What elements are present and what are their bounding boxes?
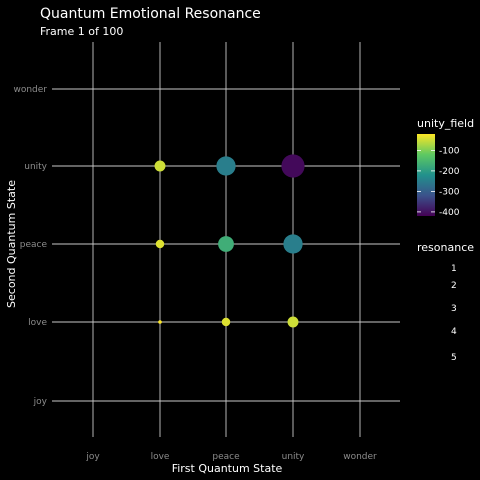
data-point-love-love <box>158 320 162 324</box>
color-tick-label: -400 <box>439 208 460 218</box>
data-points <box>154 154 305 328</box>
x-tick-label: wonder <box>343 452 377 462</box>
chart-title: Quantum Emotional Resonance <box>40 6 261 22</box>
color-legend-title: unity_field <box>417 117 474 130</box>
data-point-peace-peace <box>218 236 234 252</box>
data-point-love-unity <box>154 160 166 172</box>
y-tick-label: love <box>28 318 47 328</box>
data-point-love-peace <box>155 239 165 249</box>
data-point-unity-unity <box>281 154 305 178</box>
color-legend-ticks: -100 -200 -300 -400 <box>417 146 460 218</box>
size-legend-label: 1 <box>451 264 457 274</box>
color-tick-label: -300 <box>439 187 460 197</box>
x-tick-label: unity <box>282 452 305 462</box>
size-legend: resonance 1 2 3 4 5 <box>417 241 474 363</box>
color-legend: unity_field -100 -200 -300 -400 <box>417 117 474 218</box>
y-axis-ticks: joy love peace unity wonder <box>13 85 47 407</box>
y-tick-label: joy <box>33 397 48 407</box>
size-legend-label: 5 <box>451 353 457 363</box>
y-tick-label: unity <box>24 162 47 172</box>
y-axis-title: Second Quantum State <box>5 180 18 308</box>
data-point-unity-love <box>287 316 299 328</box>
size-legend-items: 1 2 3 4 5 <box>451 264 457 363</box>
color-legend-bar <box>417 134 435 216</box>
size-legend-label: 3 <box>451 304 457 314</box>
color-tick-label: -100 <box>439 146 460 156</box>
x-tick-label: joy <box>85 452 100 462</box>
size-legend-label: 2 <box>451 281 457 291</box>
y-tick-label: peace <box>20 240 48 250</box>
size-legend-label: 4 <box>451 327 457 337</box>
size-legend-title: resonance <box>417 241 474 254</box>
x-tick-label: love <box>151 452 170 462</box>
x-tick-label: peace <box>212 452 240 462</box>
data-point-peace-love <box>221 317 231 327</box>
color-tick-label: -200 <box>439 167 460 177</box>
y-tick-label: wonder <box>13 85 47 95</box>
data-point-peace-unity <box>216 156 236 176</box>
x-axis-ticks: joy love peace unity wonder <box>85 452 377 462</box>
chart-subtitle: Frame 1 of 100 <box>40 25 123 38</box>
x-axis-title: First Quantum State <box>172 462 283 475</box>
data-point-unity-peace <box>283 234 303 254</box>
